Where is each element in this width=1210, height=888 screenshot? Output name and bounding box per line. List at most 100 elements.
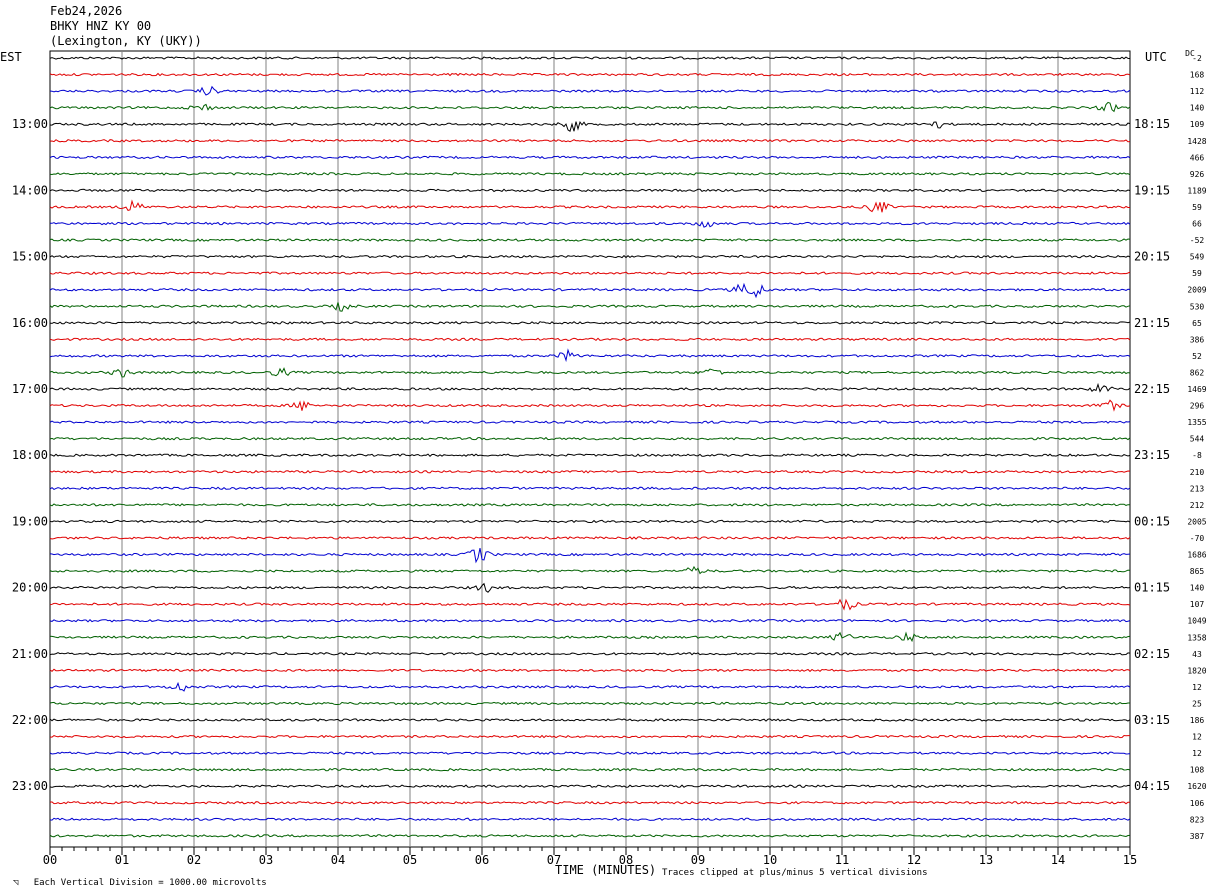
seismic-trace <box>49 469 1131 474</box>
dc-column-header: DC <box>1185 49 1195 58</box>
x-tick-label: 12 <box>907 853 921 867</box>
dc-offset-label: 43 <box>1192 650 1202 659</box>
dc-offset-label: 12 <box>1192 683 1202 692</box>
est-hour-label: 14:00 <box>12 183 48 197</box>
dc-offset-label: -2 <box>1192 54 1202 63</box>
header-location: (Lexington, KY (UKY)) <box>50 34 202 48</box>
x-tick-label: 00 <box>43 853 57 867</box>
seismic-trace <box>49 139 1131 143</box>
seismic-trace <box>49 101 1131 113</box>
x-tick-label: 14 <box>1051 853 1065 867</box>
utc-hour-label: 19:15 <box>1134 183 1170 197</box>
dc-offset-label: 65 <box>1192 319 1202 328</box>
dc-offset-label: 2009 <box>1187 286 1206 295</box>
dc-offset-label: 25 <box>1192 699 1202 708</box>
seismic-trace <box>49 751 1131 755</box>
right-timezone-label: UTC <box>1145 50 1167 64</box>
est-hour-label: 15:00 <box>12 250 48 264</box>
dc-offset-label: 926 <box>1190 170 1205 179</box>
dc-offset-label: 107 <box>1190 600 1205 609</box>
est-hour-label: 18:00 <box>12 448 48 462</box>
seismic-trace <box>49 668 1131 673</box>
dc-offset-label: 106 <box>1190 799 1205 808</box>
scale-note-text: Each Vertical Division = 1000.00 microvo… <box>33 878 267 888</box>
seismic-trace <box>49 536 1131 540</box>
dc-offset-label: 862 <box>1190 368 1205 377</box>
x-tick-label: 15 <box>1123 853 1137 867</box>
seismic-trace <box>49 817 1131 822</box>
seismic-trace <box>49 382 1131 393</box>
seismic-trace <box>49 199 1130 213</box>
dc-offset-label: -52 <box>1190 236 1205 245</box>
header-date: Feb24,2026 <box>50 4 123 18</box>
est-hour-label: 22:00 <box>12 713 48 727</box>
utc-hour-label: 00:15 <box>1134 514 1170 528</box>
dc-offset-label: 2005 <box>1187 517 1206 526</box>
utc-hour-label: 23:15 <box>1134 448 1170 462</box>
seismic-trace <box>49 321 1131 325</box>
seismic-trace <box>49 220 1131 228</box>
x-tick-label: 11 <box>835 853 849 867</box>
dc-offset-label: 108 <box>1190 766 1205 775</box>
dc-offset-label: 1049 <box>1187 617 1206 626</box>
utc-hour-label: 21:15 <box>1134 316 1170 330</box>
utc-hour-label: 02:15 <box>1134 647 1170 661</box>
dc-offset-label: 213 <box>1190 484 1205 493</box>
seismic-trace <box>49 56 1131 60</box>
seismic-trace <box>49 188 1131 193</box>
x-tick-label: 10 <box>763 853 777 867</box>
seismic-trace <box>49 548 1131 564</box>
x-tick-label: 06 <box>475 853 489 867</box>
seismic-trace <box>49 254 1131 259</box>
x-tick-label: 05 <box>403 853 417 867</box>
dc-offset-label: 1469 <box>1187 385 1206 394</box>
scale-note: ◹ Each Vertical Division = 1000.00 micro… <box>2 868 267 888</box>
est-hour-label: 13:00 <box>12 117 48 131</box>
dc-offset-label: 1686 <box>1187 551 1206 560</box>
dc-offset-label: 140 <box>1190 584 1205 593</box>
dc-offset-label: 168 <box>1190 71 1205 80</box>
seismic-trace <box>49 72 1131 77</box>
seismic-trace <box>49 348 1131 363</box>
dc-offset-label: 186 <box>1190 716 1205 725</box>
dc-offset-label: 296 <box>1190 402 1205 411</box>
dc-offset-label: 387 <box>1190 832 1205 841</box>
x-axis-title: TIME (MINUTES) <box>555 863 657 877</box>
utc-hour-label: 18:15 <box>1134 117 1170 131</box>
est-hour-label: 20:00 <box>12 581 48 595</box>
dc-offset-label: -70 <box>1190 534 1205 543</box>
x-tick-label: 01 <box>115 853 129 867</box>
dc-offset-label: 112 <box>1190 87 1205 96</box>
dc-offset-label: 823 <box>1190 815 1205 824</box>
x-tick-label: 08 <box>619 853 633 867</box>
seismic-trace <box>49 155 1131 160</box>
left-timezone-label: EST <box>0 50 22 64</box>
seismic-trace <box>49 436 1131 441</box>
seismic-trace <box>49 399 1131 412</box>
seismic-trace <box>49 734 1130 739</box>
dc-offset-label: 59 <box>1192 269 1202 278</box>
utc-hour-label: 20:15 <box>1134 250 1170 264</box>
utc-hour-label: 03:15 <box>1134 713 1170 727</box>
est-hour-label: 23:00 <box>12 779 48 793</box>
dc-offset-label: 12 <box>1192 733 1202 742</box>
x-tick-label: 04 <box>331 853 345 867</box>
seismic-trace <box>49 519 1131 524</box>
dc-offset-label: 59 <box>1192 203 1202 212</box>
seismic-trace <box>49 367 1131 378</box>
header-station: BHKY HNZ KY 00 <box>50 19 152 33</box>
utc-hour-label: 04:15 <box>1134 779 1170 793</box>
dc-offset-label: 1820 <box>1187 666 1206 675</box>
dc-offset-label: 210 <box>1190 468 1205 477</box>
dc-offset-label: 1358 <box>1187 633 1206 642</box>
dc-offset-label: 52 <box>1192 352 1202 361</box>
seismic-trace <box>49 337 1131 342</box>
utc-hour-label: 22:15 <box>1134 382 1170 396</box>
seismic-trace <box>49 120 1131 132</box>
seismic-trace <box>49 503 1131 507</box>
seismic-trace <box>49 784 1131 789</box>
clip-note: Traces clipped at plus/minus 5 vertical … <box>662 868 928 878</box>
seismic-trace <box>49 631 1131 643</box>
seismic-trace <box>49 834 1131 838</box>
